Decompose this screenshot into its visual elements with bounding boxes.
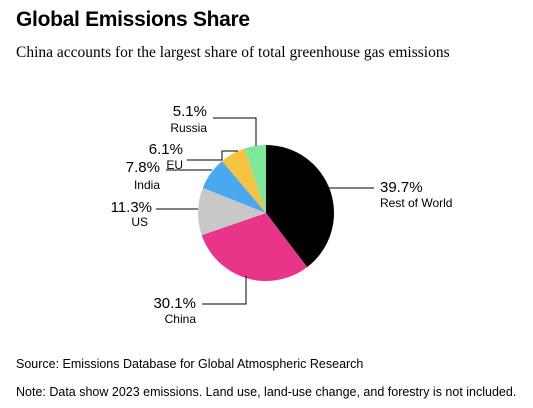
value-label-rest-of-world: 39.7% bbox=[380, 179, 423, 196]
footnote: Note: Data show 2023 emissions. Land use… bbox=[16, 385, 517, 399]
category-label-eu: EU bbox=[166, 158, 183, 172]
pie-slice-russia bbox=[244, 145, 266, 213]
value-label-russia: 5.1% bbox=[173, 103, 207, 120]
pie-slice-us bbox=[198, 187, 266, 236]
pie-slice-china bbox=[201, 213, 308, 281]
source-note: Source: Emissions Database for Global At… bbox=[16, 357, 364, 371]
leader-line-china bbox=[202, 276, 247, 305]
category-label-india: India bbox=[134, 178, 160, 192]
pie-slice-india bbox=[202, 161, 266, 213]
chart-subtitle: China accounts for the largest share of … bbox=[16, 44, 450, 61]
category-label-rest-of-world: Rest of World bbox=[380, 196, 452, 210]
category-label-russia: Russia bbox=[170, 121, 207, 135]
category-label-us: US bbox=[131, 215, 148, 229]
value-label-india: 7.8% bbox=[126, 159, 160, 176]
pie-slice-rest-of-world bbox=[266, 145, 334, 268]
category-label-china: China bbox=[165, 312, 197, 326]
pie-slice-eu bbox=[222, 148, 266, 213]
leader-line-eu bbox=[187, 150, 238, 161]
value-label-china: 30.1% bbox=[153, 295, 196, 312]
leader-line-russia bbox=[213, 117, 257, 146]
value-label-us: 11.3% bbox=[111, 199, 152, 216]
value-label-eu: 6.1% bbox=[149, 141, 183, 158]
chart-title: Global Emissions Share bbox=[16, 8, 250, 31]
